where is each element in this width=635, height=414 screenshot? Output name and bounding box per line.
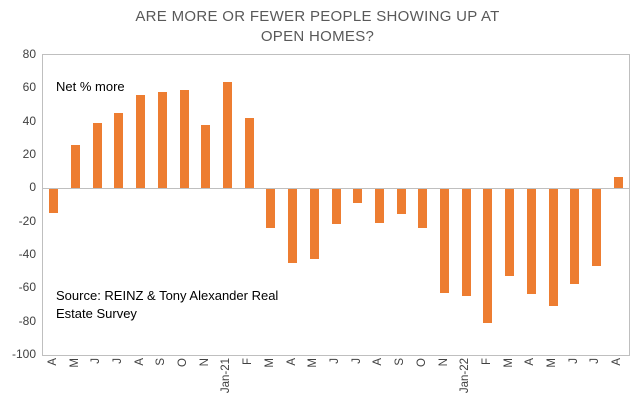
x-tick-label: J [107, 358, 129, 364]
bar-S-16 [396, 189, 406, 215]
x-tick-text: O [177, 358, 190, 367]
bar-A-15 [374, 189, 384, 223]
y-tick-label: -40 [18, 247, 36, 261]
bar-F-20 [483, 189, 493, 323]
bar-J-2 [92, 123, 102, 189]
x-tick-text: Jan-22 [459, 358, 472, 394]
x-tick-label: S [151, 358, 173, 366]
x-tick-label: A [42, 358, 64, 366]
bar-O-6 [179, 90, 189, 189]
bar-M-12 [309, 189, 319, 260]
x-tick-label: M [541, 358, 563, 368]
x-tick-label: J [85, 358, 107, 364]
x-tick-text: J [111, 358, 124, 364]
x-tick-label: O [411, 358, 433, 367]
bar-Jan-21-8 [222, 81, 232, 189]
x-tick-label: S [389, 358, 411, 366]
bar-J-25 [591, 189, 601, 266]
x-tick-text: J [350, 358, 363, 364]
x-tick-label: A [281, 358, 303, 366]
bar-J-3 [114, 113, 124, 189]
bar-O-17 [418, 189, 428, 228]
bar-M-23 [548, 189, 558, 306]
bar-A-22 [526, 189, 536, 295]
x-tick-label: A [519, 358, 541, 366]
bar-N-18 [440, 189, 450, 293]
y-tick-label: 60 [22, 80, 36, 95]
x-tick-text: M [68, 358, 81, 368]
x-tick-label: A [368, 358, 390, 366]
y-tick-label: 20 [22, 147, 36, 161]
bar-N-7 [201, 125, 211, 189]
x-tick-label: F [476, 358, 498, 365]
x-tick-text: J [90, 358, 103, 364]
x-tick-text: A [524, 358, 537, 366]
x-tick-label: J [585, 358, 607, 364]
y-tick-label: 0 [29, 180, 36, 195]
bar-F-9 [244, 118, 254, 189]
bar-Jan-22-19 [461, 189, 471, 296]
x-tick-label: J [324, 358, 346, 364]
x-tick-text: J [589, 358, 602, 364]
x-tick-text: Jan-21 [220, 358, 233, 394]
y-tick-label: 80 [22, 47, 36, 61]
net-percent-annotation: Net % more [56, 79, 125, 94]
x-tick-text: A [46, 358, 59, 366]
x-tick-label: A [606, 358, 628, 366]
x-tick-text: A [133, 358, 146, 366]
chart-title: ARE MORE OR FEWER PEOPLE SHOWING UP AT O… [135, 8, 500, 45]
x-tick-label: J [346, 358, 368, 364]
bar-A-4 [136, 95, 146, 189]
x-tick-text: A [285, 358, 298, 366]
plot-area: Net % more Source: REINZ & Tony Alexande… [42, 54, 630, 356]
x-tick-text: A [372, 358, 385, 366]
y-tick-label: -100 [11, 347, 36, 361]
y-axis-labels: 80 60 40 20 0 -20 -40 -60 -80 -100 [0, 47, 36, 361]
bar-M-1 [71, 145, 81, 189]
x-tick-label: J [563, 358, 585, 364]
x-tick-label: M [259, 358, 281, 368]
x-tick-text: M [546, 358, 559, 368]
x-tick-label: M [498, 358, 520, 368]
x-tick-text: A [611, 358, 624, 366]
y-tick-label: -60 [18, 280, 36, 295]
bar-A-26 [613, 176, 623, 189]
x-tick-label: M [64, 358, 86, 368]
y-tick-label: -80 [18, 313, 36, 328]
x-axis-labels: A M J J A S O N Jan-21 F M A M J J A S O N Jan-22 F M A M J J A [42, 358, 628, 412]
bar-A-0 [49, 189, 59, 213]
x-tick-label: M [302, 358, 324, 368]
bar-M-10 [266, 189, 276, 228]
x-tick-text: J [328, 358, 341, 364]
x-tick-text: N [437, 358, 450, 367]
x-tick-text: F [480, 358, 493, 366]
x-tick-text: O [415, 358, 428, 367]
y-tick-label: 40 [22, 113, 36, 128]
bar-J-14 [353, 189, 363, 203]
x-tick-label: F [237, 358, 259, 365]
source-annotation: Source: REINZ & Tony Alexander Real Esta… [56, 288, 279, 321]
x-tick-text: M [502, 358, 515, 368]
x-tick-text: N [198, 358, 211, 367]
x-tick-text: S [155, 358, 168, 366]
bar-J-24 [570, 189, 580, 285]
x-tick-label: N [433, 358, 455, 366]
x-tick-text: M [307, 358, 320, 368]
bar-S-5 [157, 91, 167, 189]
x-tick-text: M [263, 358, 276, 368]
x-tick-label: O [172, 358, 194, 367]
bar-J-13 [331, 189, 341, 225]
x-tick-label: N [194, 358, 216, 366]
y-tick-label: -20 [18, 213, 36, 228]
x-tick-text: S [394, 358, 407, 366]
x-tick-label: Jan-21 [216, 358, 238, 393]
x-tick-text: F [242, 358, 255, 366]
zero-axis-line [43, 188, 629, 190]
bar-M-21 [505, 189, 515, 276]
x-tick-label: Jan-22 [454, 358, 476, 393]
x-tick-label: A [129, 358, 151, 366]
x-tick-text: J [567, 358, 580, 364]
bar-A-11 [288, 189, 298, 263]
